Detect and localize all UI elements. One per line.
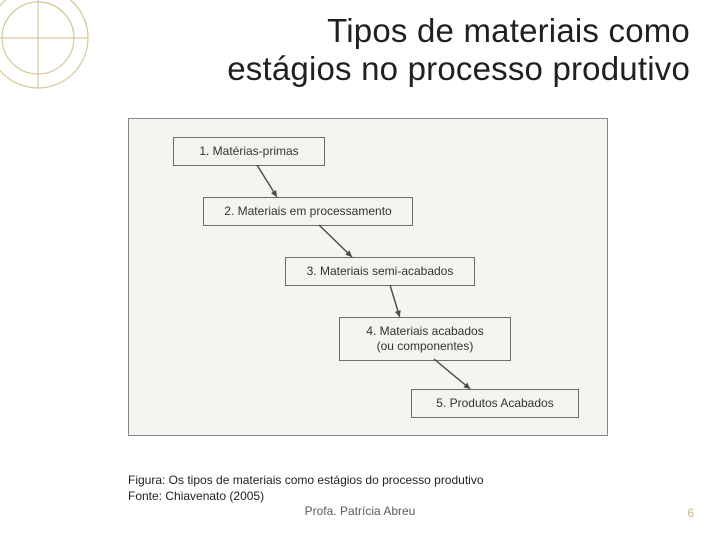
title-line-1: Tipos de materiais como (327, 12, 690, 49)
flow-node-n5: 5. Produtos Acabados (411, 389, 579, 418)
flow-node-n2: 2. Materiais em processamento (203, 197, 413, 226)
figure-caption: Figura: Os tipos de materiais como estág… (128, 472, 484, 488)
title-line-2: estágios no processo produtivo (227, 50, 690, 87)
flowchart-figure: 1. Matérias-primas 2. Materiais em proces… (128, 118, 608, 436)
figure-source: Fonte: Chiavenato (2005) (128, 488, 484, 504)
page-number: 6 (687, 506, 694, 520)
flow-node-n3: 3. Materiais semi-acabados (285, 257, 475, 286)
figure-caption-block: Figura: Os tipos de materiais como estág… (128, 472, 484, 504)
flow-node-n1: 1. Matérias-primas (173, 137, 325, 166)
slide: Tipos de materiais como estágios no proc… (0, 0, 720, 540)
footer-author: Profa. Patrícia Abreu (0, 504, 720, 518)
flow-node-n4: 4. Materiais acabados (ou componentes) (339, 317, 511, 361)
slide-title: Tipos de materiais como estágios no proc… (60, 12, 690, 88)
